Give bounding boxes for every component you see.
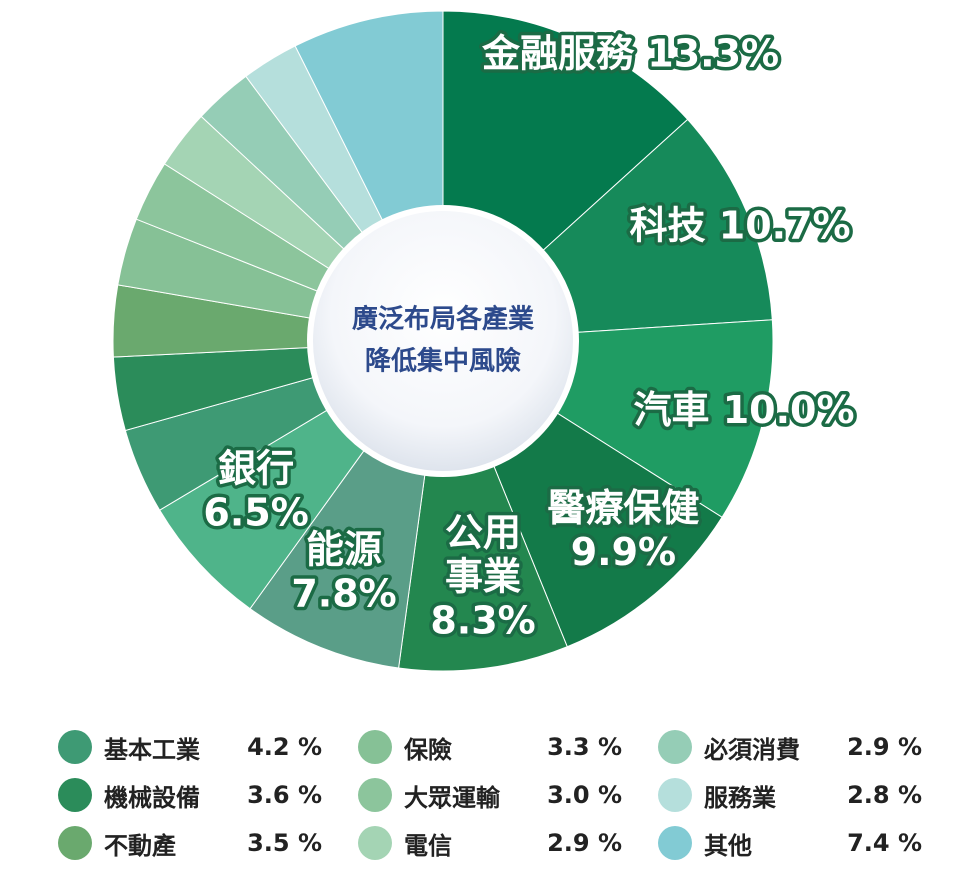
legend-value: 3.3 % [547, 733, 622, 761]
legend-value: 3.6 % [247, 781, 322, 809]
legend-value: 2.9 % [547, 829, 622, 857]
legend-label: 大眾運輸 [404, 783, 500, 812]
legend-swatch [658, 826, 692, 860]
slice-label-2-line-1: 科技 10.7% [630, 204, 851, 248]
legend-item-2: 保險 3.3 % [358, 730, 658, 764]
legend-label: 基本工業 [104, 735, 200, 764]
legend-swatch [58, 730, 92, 764]
legend-label: 保險 [404, 735, 452, 764]
legend-label: 機械設備 [104, 783, 200, 812]
slice-label-4-line-2: 9.9% [571, 530, 676, 574]
legend-swatch [658, 778, 692, 812]
slice-label-1-line-1: 金融服務 13.3% [481, 31, 779, 75]
legend-label: 不動產 [104, 831, 176, 860]
legend-item-3: 必須消費 2.9 % [658, 730, 958, 764]
legend-swatch [58, 826, 92, 860]
legend-value: 2.9 % [847, 733, 922, 761]
center-text-line-2: 降低集中風險 [365, 346, 521, 377]
center-text-line-1: 廣泛布局各產業 [352, 304, 534, 335]
legend-item-1: 基本工業 4.2 % [58, 730, 358, 764]
slice-label-5-line-1: 公用 [445, 511, 521, 555]
legend-swatch [358, 730, 392, 764]
slice-label-6-line-2: 7.8% [291, 571, 396, 615]
legend-item-6: 服務業 2.8 % [658, 778, 958, 812]
legend-item-5: 大眾運輸 3.0 % [358, 778, 658, 812]
legend-swatch [358, 826, 392, 860]
slice-label-5-line-2: 事業 [445, 555, 521, 599]
legend-value: 3.0 % [547, 781, 622, 809]
slice-label-7-line-1: 銀行 [218, 447, 294, 491]
legend: 基本工業 4.2 % 保險 3.3 % 必須消費 2.9 % 機械設備 3.6 % 大眾運輸 3.… [58, 730, 928, 860]
donut-chart: 廣泛布局各產業 降低集中風險 金融服務 13.3% 科技 10.7% 汽車 10.0… [112, 10, 858, 672]
slice-label-5-line-3: 8.3% [430, 599, 535, 643]
legend-value: 3.5 % [247, 829, 322, 857]
legend-label: 其他 [704, 831, 752, 860]
legend-label: 必須消費 [704, 735, 800, 764]
legend-label: 服務業 [704, 783, 776, 812]
center-disc [307, 205, 579, 477]
legend-item-7: 不動產 3.5 % [58, 826, 358, 860]
legend-swatch [358, 778, 392, 812]
slice-label-3-line-1: 汽車 10.0% [633, 388, 854, 432]
legend-value: 7.4 % [847, 829, 922, 857]
legend-swatch [658, 730, 692, 764]
legend-item-8: 電信 2.9 % [358, 826, 658, 860]
legend-label: 電信 [404, 831, 452, 860]
legend-value: 4.2 % [247, 733, 322, 761]
slice-label-4-line-1: 醫療保健 [547, 486, 699, 530]
slice-label-6-line-1: 能源 [306, 527, 382, 571]
legend-item-4: 機械設備 3.6 % [58, 778, 358, 812]
legend-swatch [58, 778, 92, 812]
slice-label-7-line-2: 6.5% [203, 491, 308, 535]
legend-value: 2.8 % [847, 781, 922, 809]
legend-item-9: 其他 7.4 % [658, 826, 958, 860]
